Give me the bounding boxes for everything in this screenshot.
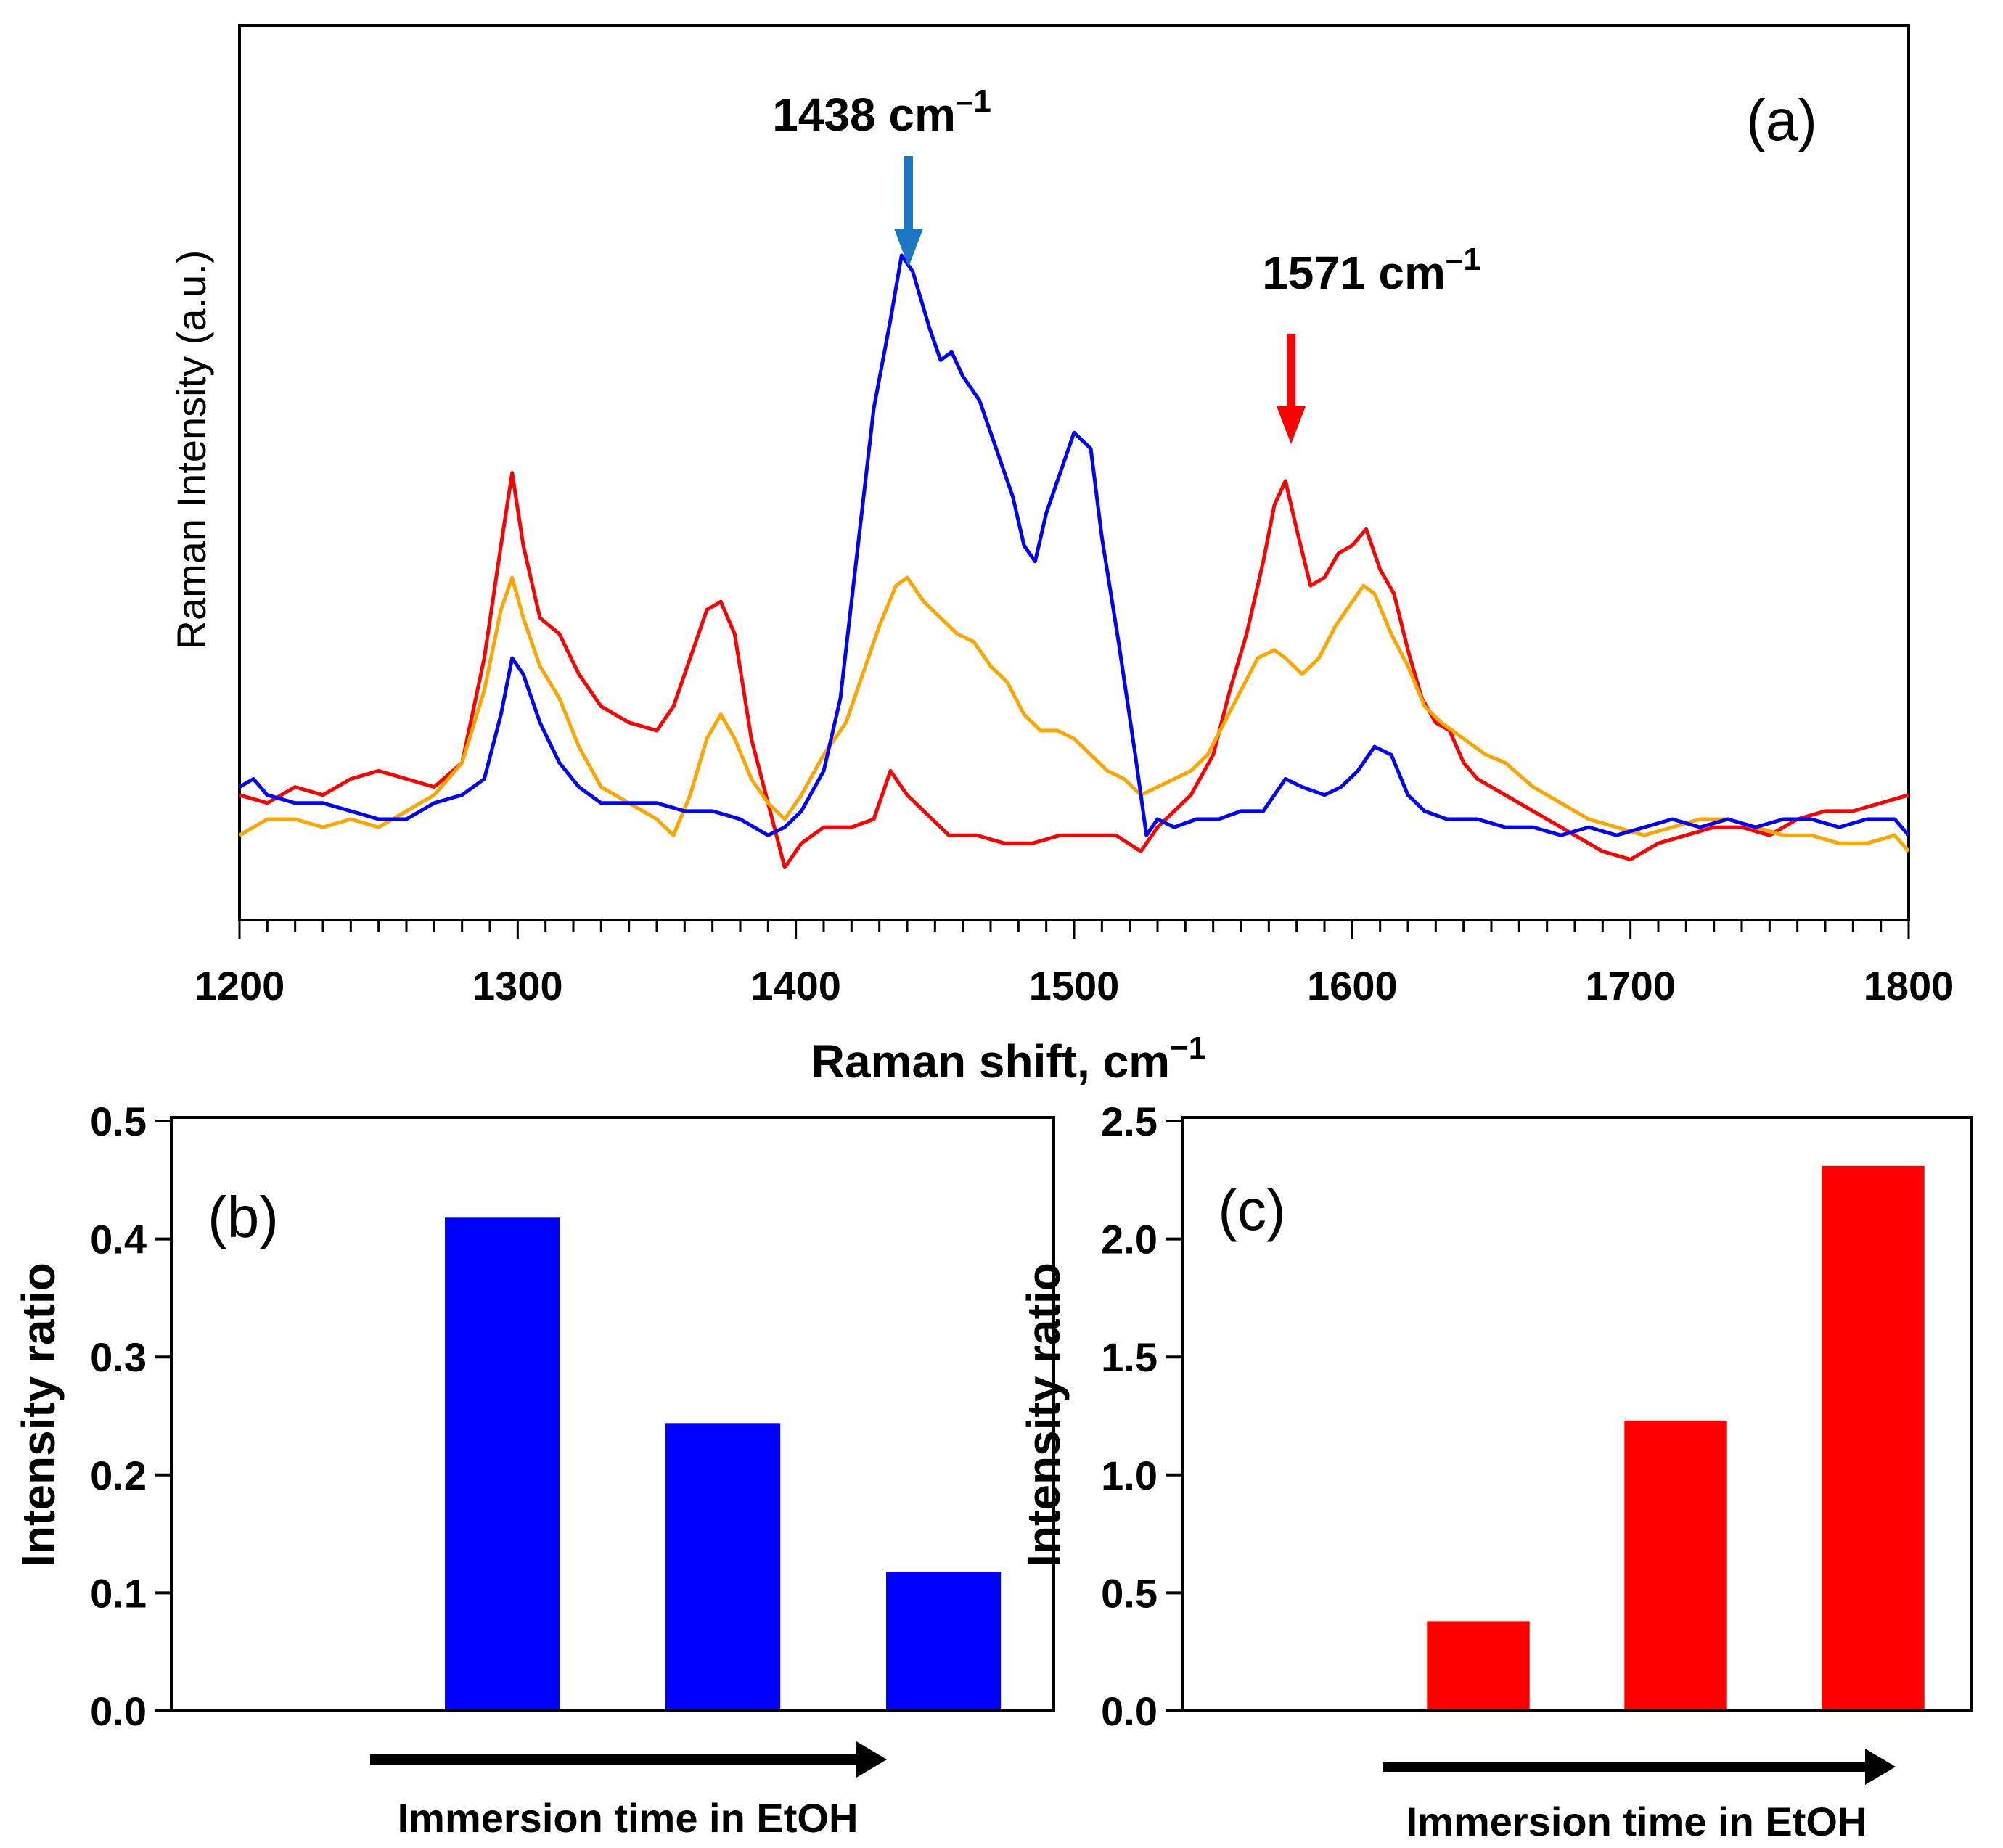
- panel-a-xlabel-main: Raman shift, cm: [811, 1035, 1170, 1088]
- panel-c-bars: [1427, 1165, 1925, 1711]
- annotation-1571-text: 1571 cm: [1262, 247, 1446, 299]
- panel-c-y-tick-label: 2.5: [1101, 1098, 1158, 1144]
- annotation-1571-arrow-head: [1277, 406, 1306, 444]
- annotation-1438-arrow-head: [894, 229, 923, 267]
- panel-b-bars: [445, 1217, 1002, 1711]
- panel-c: 0.0 0.5 1.0 1.5 2.0 2.5 (c) Intensity ratio I…: [1017, 1098, 1973, 1844]
- panel-b-xlabel: Immersion time in EtOH: [398, 1795, 859, 1841]
- panel-a-xlabel: Raman shift, cm−1: [811, 1030, 1207, 1088]
- x-tick-label: 1300: [472, 963, 563, 1009]
- x-tick-label: 1700: [1585, 963, 1676, 1009]
- panel-c-frame: [1181, 1116, 1973, 1712]
- x-tick-label: 1500: [1029, 963, 1120, 1009]
- panel-b-y-tick-label: 0.1: [90, 1570, 147, 1616]
- panel-b-bar-3: [665, 1423, 781, 1711]
- panel-b-y-tick-label: 0.3: [90, 1334, 147, 1380]
- panel-a-frame: [238, 24, 1910, 921]
- panel-a-tick-labels: 1200 1300 1400 1500 1600 1700 1800: [194, 963, 1954, 1009]
- panel-c-time-arrow-head: [1865, 1749, 1896, 1785]
- panel-a-ticks: [238, 920, 1910, 939]
- panel-b-ticks: 0.0 0.1 0.2 0.3 0.4 0.5: [90, 1098, 171, 1734]
- panel-b-ylabel: Intensity ratio: [12, 1262, 65, 1567]
- panel-c-ylabel: Intensity ratio: [1017, 1262, 1070, 1567]
- panel-a-ylabel: Raman Intensity (a.u.): [168, 250, 214, 650]
- panel-c-bar-4: [1822, 1165, 1925, 1711]
- x-tick-label: 1400: [750, 963, 841, 1009]
- panel-b-frame: [170, 1116, 1055, 1712]
- panel-b-bar-2: [445, 1217, 560, 1711]
- annotation-1438-sup: –1: [956, 83, 991, 119]
- panel-c-y-tick-label: 2.0: [1101, 1217, 1158, 1262]
- panel-c-y-tick-label: 1.5: [1101, 1334, 1158, 1380]
- panel-b-y-tick-label: 0.4: [90, 1217, 147, 1262]
- panel-b-time-arrow-head: [856, 1741, 887, 1778]
- spectrum-blue-line: [238, 253, 1910, 837]
- panel-c-label: (c): [1218, 1178, 1285, 1242]
- panel-b-y-tick-label: 0.2: [90, 1453, 147, 1498]
- x-tick-label: 1800: [1864, 963, 1954, 1009]
- panel-b: 0.0 0.1 0.2 0.3 0.4 0.5 (b) Intensity ratio I…: [12, 1098, 1055, 1841]
- spectrum-orange-line: [238, 575, 1910, 853]
- panel-a-label: (a): [1746, 88, 1817, 152]
- annotation-1571-label: 1571 cm–1: [1262, 242, 1481, 299]
- panel-a: 1200 1300 1400 1500 1600 1700 1800 (a) Raman I…: [168, 24, 1954, 1088]
- panel-b-bar-4: [886, 1572, 1002, 1711]
- annotation-1438-label: 1438 cm–1: [772, 83, 991, 141]
- spectrum-red-line: [239, 471, 1909, 870]
- panel-c-y-tick-label: 1.0: [1101, 1453, 1158, 1498]
- panel-c-bar-2: [1427, 1621, 1530, 1711]
- panel-a-series-group: [238, 253, 1910, 870]
- panel-c-y-tick-label: 0.0: [1101, 1688, 1158, 1734]
- x-tick-label: 1200: [194, 963, 285, 1009]
- annotation-1438: 1438 cm–1: [772, 83, 991, 267]
- panel-a-xlabel-sup: −1: [1170, 1030, 1206, 1066]
- annotation-1438-text: 1438 cm: [772, 89, 956, 141]
- x-tick-label: 1600: [1307, 963, 1398, 1009]
- panel-c-xlabel: Immersion time in EtOH: [1406, 1799, 1867, 1844]
- annotation-1571-sup: –1: [1446, 242, 1481, 277]
- panel-c-ticks: 0.0 0.5 1.0 1.5 2.0 2.5: [1101, 1098, 1182, 1734]
- panel-b-y-tick-label: 0.0: [90, 1688, 147, 1734]
- panel-b-label: (b): [208, 1185, 279, 1249]
- panel-b-y-tick-label: 0.5: [90, 1098, 147, 1144]
- annotation-1571: 1571 cm–1: [1262, 242, 1481, 444]
- panel-c-y-tick-label: 0.5: [1101, 1570, 1158, 1616]
- panel-c-bar-3: [1624, 1421, 1727, 1711]
